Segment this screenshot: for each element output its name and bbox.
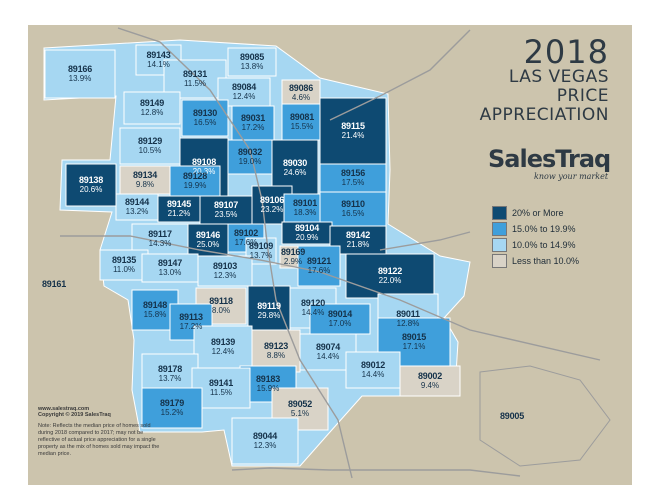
zone-89104 — [281, 221, 333, 245]
zone-89147 — [141, 253, 199, 283]
legend-swatch — [492, 222, 507, 236]
website-link[interactable]: www.salestraq.com — [38, 406, 90, 412]
legend-item-20-plus: 20% or More — [492, 205, 579, 221]
zone-89032 — [227, 139, 273, 175]
zone-89110 — [319, 191, 387, 227]
zone-89119 — [247, 285, 291, 337]
map-legend: 20% or More 15.0% to 19.9% 10.0% to 14.9… — [492, 205, 579, 269]
map-footer: www.salestraq.com Copyright © 2019 Sales… — [38, 406, 163, 458]
legend-label: 20% or More — [512, 208, 564, 218]
salestraq-logo: SalesTraq know your market — [488, 145, 611, 181]
zone-89107 — [199, 195, 253, 225]
zone-89081 — [281, 103, 323, 141]
brand-name: SalesTraq — [488, 145, 611, 173]
zone-89123 — [251, 329, 301, 373]
legend-label: 15.0% to 19.9% — [512, 224, 576, 234]
legend-swatch — [492, 238, 507, 252]
zone-89103 — [197, 255, 253, 287]
zone-89144 — [115, 193, 159, 221]
zone-89156 — [319, 163, 387, 193]
zone-89121 — [297, 245, 341, 287]
zone-89117 — [131, 223, 189, 255]
zone-89128 — [169, 165, 221, 197]
title-line-price: PRICE — [556, 86, 609, 106]
copyright-text: Copyright © 2019 SalesTraq — [38, 412, 111, 418]
highway-line — [379, 231, 471, 251]
title-line-appreciation: APPRECIATION — [479, 105, 609, 125]
legend-item-10-to-14: 10.0% to 14.9% — [492, 237, 579, 253]
zone-89122 — [345, 253, 435, 299]
map-title: 2018 LAS VEGAS PRICE APPRECIATION — [480, 36, 609, 125]
zone-89178 — [141, 353, 199, 395]
zone-89179 — [141, 387, 203, 429]
highway-line — [231, 467, 521, 477]
highway-line — [329, 29, 471, 121]
legend-swatch — [492, 254, 507, 268]
zone-89135 — [99, 249, 149, 281]
title-year: 2018 — [523, 33, 609, 71]
brand-tagline: know your market — [534, 172, 609, 181]
zone-89166 — [44, 49, 116, 99]
highway-line — [117, 27, 353, 479]
zone-89014 — [309, 303, 371, 335]
zone-89138 — [65, 163, 117, 207]
zone-89145 — [157, 195, 201, 223]
zone-89129 — [119, 127, 181, 165]
zone-89085 — [227, 47, 277, 77]
legend-swatch — [492, 206, 507, 220]
zone-89031 — [231, 105, 275, 141]
legend-label: Less than 10.0% — [512, 256, 580, 266]
zone-89002 — [399, 365, 461, 397]
zone-89139 — [193, 325, 253, 369]
zone-89086 — [281, 79, 321, 106]
zone-89012 — [345, 351, 401, 389]
legend-item-15-to-19: 15.0% to 19.9% — [492, 221, 579, 237]
title-line-city: LAS VEGAS — [508, 67, 609, 87]
highway-line — [479, 365, 611, 467]
legend-item-under-10: Less than 10.0% — [492, 253, 579, 269]
zone-89134 — [119, 165, 171, 195]
methodology-note: Note: Reflects the median price of homes… — [38, 423, 160, 457]
highway-line — [60, 235, 601, 361]
zone-89115 — [319, 97, 387, 165]
zone-89149 — [123, 91, 181, 125]
zone-89044 — [231, 417, 299, 465]
legend-label: 10.0% to 14.9% — [512, 240, 576, 250]
